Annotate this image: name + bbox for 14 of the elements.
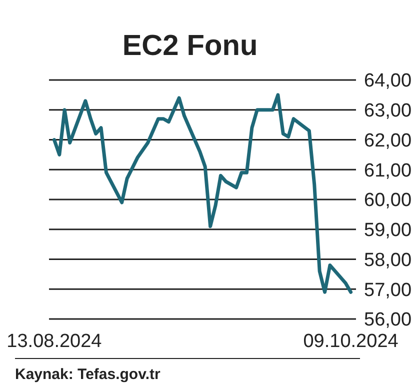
chart-title: EC2 Fonu	[121, 30, 259, 63]
y-tick-label: 61,00	[364, 160, 412, 182]
x-tick-label: 13.08.2024	[6, 331, 102, 352]
y-tick-label: 58,00	[364, 250, 412, 271]
y-tick-label: 60,00	[364, 190, 412, 212]
y-tick-label: 57,00	[364, 280, 412, 301]
text: Kaynak: Tefas.gov.tr	[15, 366, 160, 383]
y-tick-label: 64,00	[364, 70, 412, 92]
y-tick-label: 63,00	[364, 100, 412, 122]
x-tick-label: 09.10.2024	[303, 331, 399, 352]
y-tick-label: 62,00	[364, 130, 412, 152]
line-series	[52, 93, 353, 294]
y-tick-label: 59,00	[364, 220, 412, 242]
y-tick-label: 56,00	[364, 310, 412, 331]
